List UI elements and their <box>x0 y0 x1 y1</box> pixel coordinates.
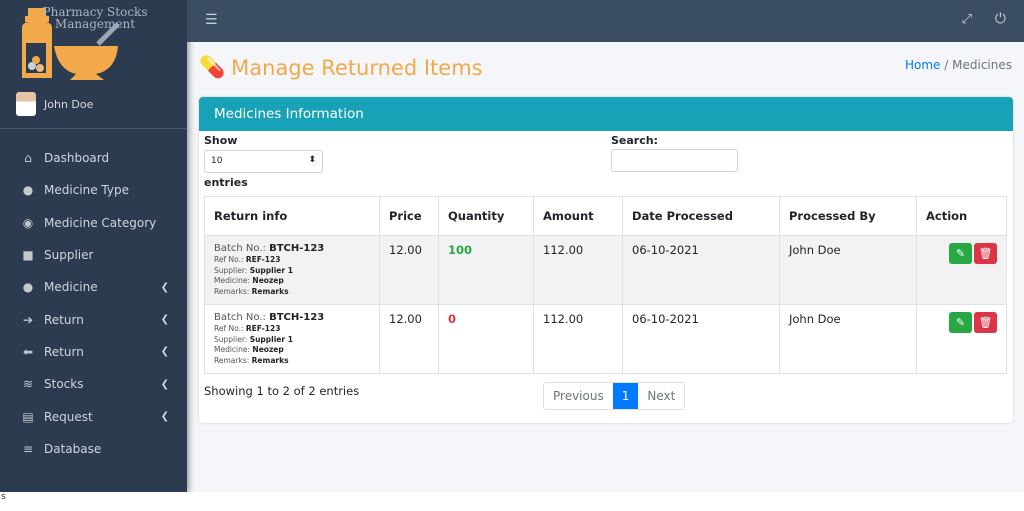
breadcrumb: Home / Medicines <box>905 58 1012 72</box>
next-button[interactable]: Next <box>647 389 676 403</box>
return-info: Batch No.: BTCH-123 Ref No.: REF-123 Sup… <box>214 243 325 296</box>
delete-button[interactable]: 🗑 <box>974 243 997 264</box>
breadcrumb-current: Medicines <box>952 58 1012 72</box>
page-title: 💊 Manage Returned Items <box>199 55 483 80</box>
edit-button[interactable]: ✎ <box>949 243 972 264</box>
sidebar-item-medicine[interactable]: ● Medicine ❮ <box>0 271 187 303</box>
entries-label: entries <box>204 176 248 189</box>
sidebar-item-label: Database <box>44 441 102 456</box>
show-label: Show <box>204 134 238 147</box>
previous-button[interactable]: Previous <box>553 389 604 403</box>
chevron-left-icon: ❮ <box>160 314 169 326</box>
arrow-left-circle-icon: ⬅ <box>22 344 34 359</box>
sidebar-item-label: Medicine <box>44 280 98 295</box>
sidebar-item-label: Medicine Category <box>44 215 157 230</box>
truck-icon: ■ <box>22 248 34 263</box>
edit-button[interactable]: ✎ <box>949 312 972 333</box>
quantity-cell: 100 <box>438 235 534 305</box>
fullscreen-icon[interactable]: ⤢ <box>961 12 972 27</box>
logo-text: Pharmacy Stocks Management <box>42 5 148 31</box>
topbar: ☰ ⤢ ⏻ <box>187 0 1024 42</box>
delete-button[interactable]: 🗑 <box>974 312 997 333</box>
amount-cell: 112.00 <box>533 304 623 374</box>
app-logo <box>18 8 168 83</box>
avatar <box>16 92 36 116</box>
date-cell: 06-10-2021 <box>622 235 780 305</box>
sidebar-item-label: Dashboard <box>44 151 110 166</box>
file-icon: ▤ <box>22 409 34 424</box>
power-icon[interactable]: ⏻ <box>994 11 1006 27</box>
chevron-left-icon: ❮ <box>160 378 169 390</box>
breadcrumb-home[interactable]: Home <box>905 58 941 72</box>
column-header[interactable]: Return info <box>204 196 380 236</box>
column-header[interactable]: Quantity <box>438 196 534 236</box>
user-panel[interactable]: John Doe <box>16 92 93 116</box>
sidebar-item-return[interactable]: ⬅ Return ❮ <box>0 336 187 368</box>
sidebar-item-medicine-type[interactable]: ● Medicine Type <box>0 174 187 206</box>
chevron-left-icon: ❮ <box>160 411 169 423</box>
chevron-left-icon: ❮ <box>160 281 169 293</box>
footer-bar: s <box>0 492 1024 511</box>
sidebar-item-label: Stocks <box>44 377 84 392</box>
home-icon: ⌂ <box>24 151 32 166</box>
sidebar-nav: ⌂ Dashboard ● Medicine Type ◉ Medicine Catego… <box>0 142 187 465</box>
table-info: Showing 1 to 2 of 2 entries <box>204 384 360 398</box>
sidebar-item-dashboard[interactable]: ⌂ Dashboard <box>0 142 187 174</box>
returns-table: Return info Price Quantity Amount Date Proce… <box>204 196 1007 374</box>
page-1-button[interactable]: 1 <box>612 383 639 409</box>
search-input[interactable] <box>611 149 738 172</box>
sidebar-item-database[interactable]: ≡ Database <box>0 433 187 465</box>
user-name: John Doe <box>44 97 94 111</box>
sidebar: Pharmacy Stocks Management John Doe ⌂ Das… <box>0 0 187 492</box>
table-row: Batch No.: BTCH-123 Ref No.: REF-123 Sup… <box>204 235 1007 305</box>
sidebar-item-label: Request <box>44 409 93 424</box>
sidebar-item-request[interactable]: ▤ Request ❮ <box>0 400 187 432</box>
amount-cell: 112.00 <box>533 235 623 305</box>
pagination: Previous 1 Next <box>543 382 686 410</box>
search-label: Search: <box>611 134 658 147</box>
medicines-card: Medicines Information Show 10 entries Se… <box>199 97 1013 423</box>
sidebar-item-label: Supplier <box>44 248 94 263</box>
card-title: Medicines Information <box>199 97 1013 131</box>
menu-icon[interactable]: ☰ <box>205 12 218 28</box>
pills-icon: 💊 <box>199 55 226 79</box>
sidebar-item-label: Return <box>44 312 84 327</box>
table-row: Batch No.: BTCH-123 Ref No.: REF-123 Sup… <box>204 304 1007 374</box>
column-header[interactable]: Processed By <box>779 196 917 236</box>
sidebar-item-supplier[interactable]: ■ Supplier <box>0 239 187 271</box>
column-header[interactable]: Action <box>916 196 1007 236</box>
column-header[interactable]: Amount <box>533 196 623 236</box>
chevron-left-icon: ❮ <box>160 346 169 358</box>
sidebar-item-label: Return <box>44 344 84 359</box>
page-title-text: Manage Returned Items <box>231 55 483 80</box>
sidebar-item-medicine-category[interactable]: ◉ Medicine Category <box>0 207 187 239</box>
sidebar-item-stocks[interactable]: ≋ Stocks ❮ <box>0 368 187 400</box>
arrow-right-circle-icon: ➔ <box>22 312 34 327</box>
sidebar-item-return[interactable]: ➔ Return ❮ <box>0 303 187 335</box>
quantity-cell: 0 <box>438 304 534 374</box>
date-cell: 06-10-2021 <box>622 304 780 374</box>
processed-by-cell: John Doe <box>779 304 917 374</box>
divider <box>0 128 187 129</box>
sidebar-item-label: Medicine Type <box>44 183 129 198</box>
processed-by-cell: John Doe <box>779 235 917 305</box>
layers-icon: ≋ <box>22 377 34 392</box>
return-info: Batch No.: BTCH-123 Ref No.: REF-123 Sup… <box>214 312 325 365</box>
pills-icon: ● <box>22 183 34 198</box>
entries-select[interactable]: 10 <box>204 150 323 173</box>
column-header[interactable]: Price <box>379 196 439 236</box>
price-cell: 12.00 <box>379 304 439 374</box>
column-header[interactable]: Date Processed <box>622 196 780 236</box>
breadcrumb-sep: / <box>944 58 949 72</box>
database-icon: ≡ <box>22 441 34 456</box>
price-cell: 12.00 <box>379 235 439 305</box>
pills-icon: ● <box>22 280 34 295</box>
capsules-icon: ◉ <box>22 215 34 230</box>
